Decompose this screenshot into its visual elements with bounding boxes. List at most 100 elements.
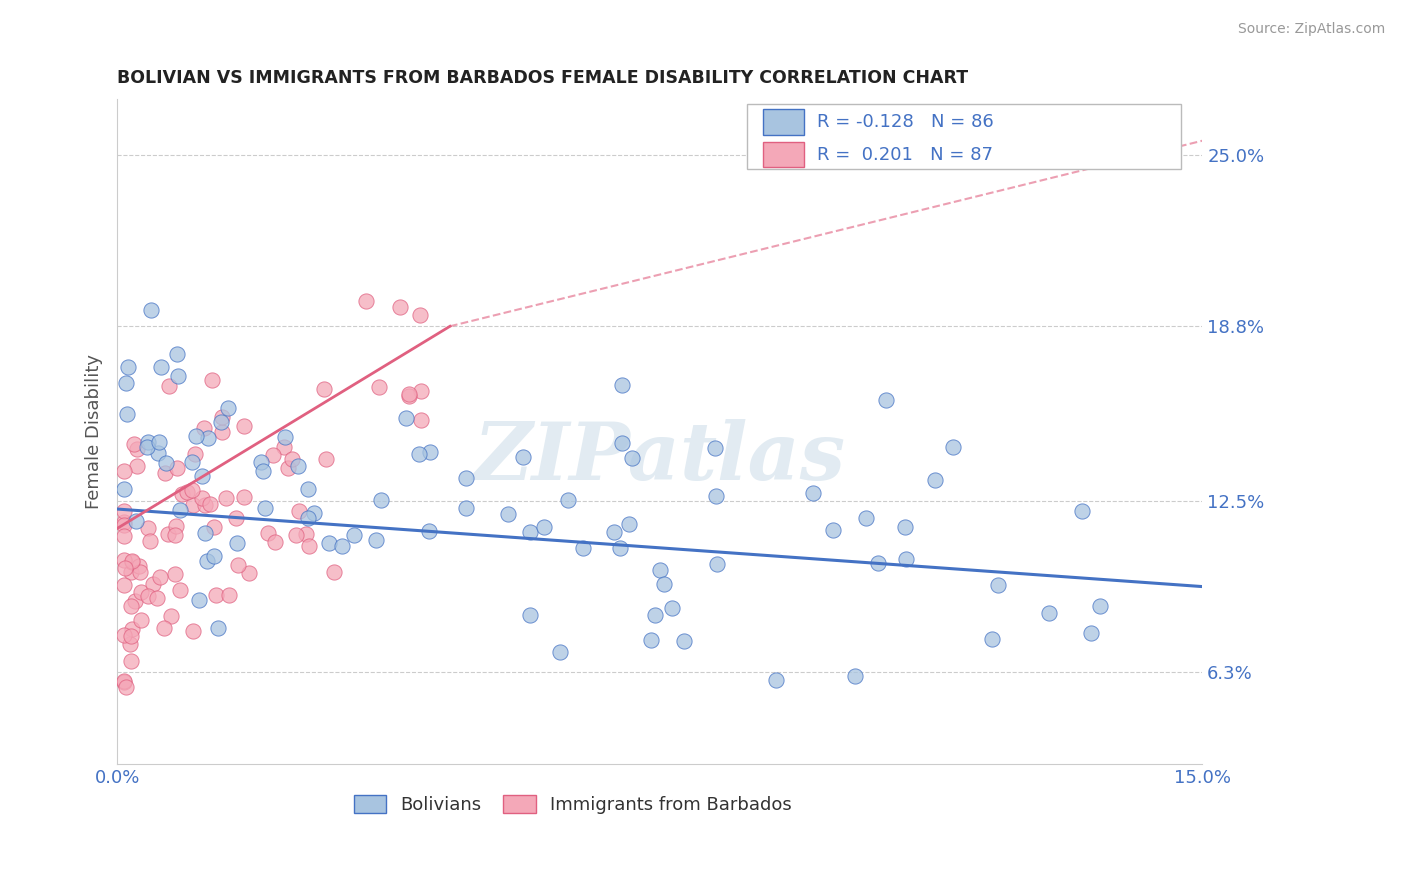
Point <box>124 593 146 607</box>
Point <box>153 466 176 480</box>
Point <box>156 526 179 541</box>
Point <box>250 455 273 469</box>
Point <box>112 674 135 689</box>
Point <box>297 482 319 496</box>
Point <box>273 440 295 454</box>
Point <box>112 578 135 592</box>
Point <box>188 593 211 607</box>
Point <box>142 576 165 591</box>
Point <box>211 425 233 439</box>
Point <box>184 428 207 442</box>
Point <box>232 418 254 433</box>
Point <box>388 300 411 314</box>
Point <box>153 621 176 635</box>
Point <box>121 622 143 636</box>
Point <box>157 379 180 393</box>
Point <box>821 524 844 538</box>
Point <box>609 541 631 555</box>
Point <box>942 440 965 454</box>
Point <box>115 407 138 421</box>
Point <box>146 591 169 606</box>
Point <box>557 492 579 507</box>
Point <box>304 506 326 520</box>
Point <box>617 516 640 531</box>
Point <box>131 613 153 627</box>
Point <box>120 599 142 613</box>
FancyBboxPatch shape <box>747 103 1181 169</box>
Point <box>194 525 217 540</box>
Point <box>121 555 143 569</box>
Point <box>128 566 150 580</box>
Point <box>419 445 441 459</box>
Point <box>166 460 188 475</box>
Point <box>364 533 387 548</box>
Point <box>228 558 250 572</box>
Point <box>1038 606 1060 620</box>
Point <box>409 413 432 427</box>
Point <box>121 553 143 567</box>
Point <box>136 440 159 454</box>
Point <box>367 380 389 394</box>
Point <box>112 674 135 689</box>
Point <box>298 539 321 553</box>
Point <box>801 485 824 500</box>
Point <box>661 601 683 615</box>
Point <box>118 636 141 650</box>
Point <box>408 308 430 322</box>
Point <box>644 608 666 623</box>
Point <box>112 529 135 543</box>
Point <box>233 490 256 504</box>
Point <box>866 556 889 570</box>
Point <box>207 621 229 635</box>
Point <box>218 588 240 602</box>
Point <box>191 491 214 505</box>
Point <box>200 373 222 387</box>
Point <box>166 346 188 360</box>
Point <box>136 589 159 603</box>
Point <box>193 421 215 435</box>
Point <box>981 632 1004 647</box>
Point <box>312 382 335 396</box>
Point <box>181 624 204 638</box>
Point <box>211 410 233 425</box>
Point <box>652 577 675 591</box>
Point <box>166 369 188 384</box>
Point <box>610 377 633 392</box>
Point <box>120 565 142 579</box>
Point <box>160 609 183 624</box>
Point <box>198 497 221 511</box>
Point <box>169 503 191 517</box>
Point <box>183 499 205 513</box>
Text: R =  0.201   N = 87: R = 0.201 N = 87 <box>817 145 993 163</box>
Point <box>512 450 534 464</box>
Point <box>704 441 727 455</box>
Point <box>252 464 274 478</box>
Point <box>285 527 308 541</box>
Point <box>519 607 541 622</box>
Point <box>262 448 284 462</box>
Point <box>117 359 139 374</box>
Point <box>408 447 430 461</box>
Point <box>163 527 186 541</box>
Point <box>125 514 148 528</box>
Point <box>273 430 295 444</box>
Point <box>454 500 477 515</box>
Point <box>855 511 877 525</box>
Point <box>155 456 177 470</box>
Text: BOLIVIAN VS IMMIGRANTS FROM BARBADOS FEMALE DISABILITY CORRELATION CHART: BOLIVIAN VS IMMIGRANTS FROM BARBADOS FEM… <box>117 69 969 87</box>
Point <box>148 434 170 449</box>
Point <box>1071 504 1094 518</box>
Y-axis label: Female Disability: Female Disability <box>86 354 103 509</box>
Point <box>610 435 633 450</box>
Point <box>924 473 946 487</box>
Text: Source: ZipAtlas.com: Source: ZipAtlas.com <box>1237 22 1385 37</box>
Point <box>1088 599 1111 613</box>
Point <box>295 527 318 541</box>
Point <box>215 491 238 505</box>
Point <box>318 536 340 550</box>
Point <box>519 525 541 540</box>
Point <box>281 451 304 466</box>
Point <box>672 633 695 648</box>
Point <box>640 633 662 648</box>
Point <box>533 520 555 534</box>
